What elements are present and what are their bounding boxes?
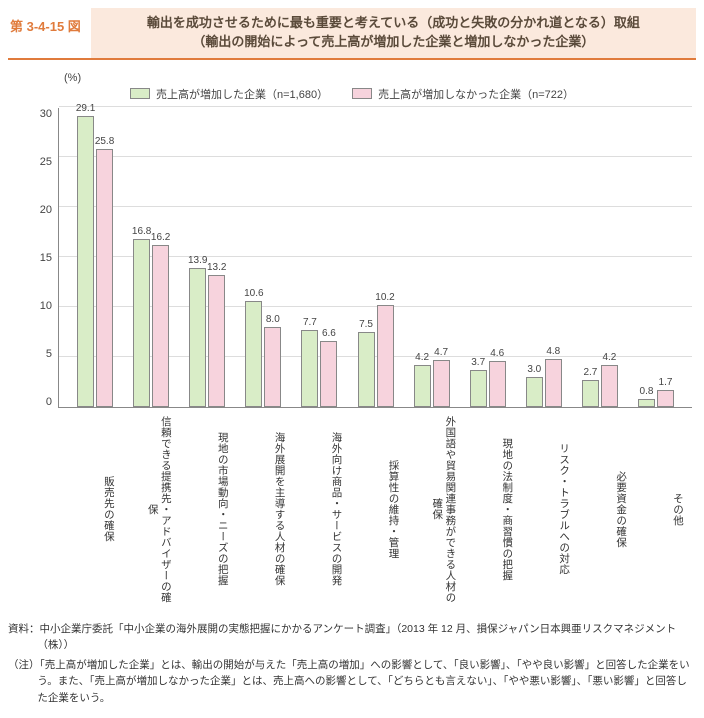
bar-series-b: 8.0	[264, 327, 281, 407]
x-category-label: その他	[627, 412, 684, 607]
bar-value-label: 25.8	[95, 136, 114, 147]
bar-value-label: 13.9	[188, 255, 207, 266]
x-category-label: 現地の市場動向・ニーズの把握	[172, 412, 229, 607]
bar-series-a: 13.9	[189, 268, 206, 407]
source-note: 資料：中小企業庁委託「中小企業の海外展開の実態把握にかかるアンケート調査」（20…	[8, 621, 696, 654]
swatch-a	[130, 88, 150, 99]
legend-label-a: 売上高が増加した企業（n=1,680）	[156, 86, 328, 102]
bar-series-b: 6.6	[320, 341, 337, 407]
legend-label-b: 売上高が増加しなかった企業（n=722）	[378, 86, 574, 102]
x-category-label: 信頼できる提携先・アドバイザーの確保	[115, 412, 172, 607]
grid-line	[59, 106, 692, 107]
bar-value-label: 13.2	[207, 262, 226, 273]
bar-series-a: 16.8	[133, 239, 150, 407]
x-category-label: 販売先の確保	[58, 412, 115, 607]
bar-group: 0.81.7	[628, 390, 684, 407]
y-tick: 15	[40, 252, 52, 264]
figure-title: 輸出を成功させるために最も重要と考えている（成功と失敗の分かれ道となる）取組 （…	[91, 8, 696, 58]
bar-value-label: 16.2	[151, 232, 170, 243]
note-1: （注）「売上高が増加した企業」とは、輸出の開始が与えた「売上高の増加」への影響と…	[8, 657, 696, 706]
y-tick: 30	[40, 108, 52, 120]
legend-item-b: 売上高が増加しなかった企業（n=722）	[352, 86, 574, 102]
bar-value-label: 3.0	[527, 364, 541, 375]
bar-series-b: 4.8	[545, 359, 562, 407]
y-tick: 10	[40, 300, 52, 312]
bar-series-b: 16.2	[152, 245, 169, 407]
y-tick: 20	[40, 204, 52, 216]
bar-group: 4.24.7	[404, 360, 460, 407]
bar-value-label: 4.6	[490, 348, 504, 359]
legend-item-a: 売上高が増加した企業（n=1,680）	[130, 86, 328, 102]
x-axis-labels: 販売先の確保信頼できる提携先・アドバイザーの確保現地の市場動向・ニーズの把握海外…	[12, 408, 692, 607]
x-category-label: 現地の法制度・商習慣の把握	[456, 412, 513, 607]
y-axis: 30 25 20 15 10 5 0	[12, 108, 58, 408]
bar-series-a: 4.2	[414, 365, 431, 407]
figure-title-line2: （輸出の開始によって売上高が増加した企業と増加しなかった企業）	[192, 34, 594, 49]
bar-value-label: 8.0	[266, 314, 280, 325]
x-category-label: 採算性の維持・管理	[343, 412, 400, 607]
bar-value-label: 6.6	[322, 328, 336, 339]
footnotes: 資料：中小企業庁委託「中小企業の海外展開の実態把握にかかるアンケート調査」（20…	[8, 621, 696, 706]
bar-value-label: 10.6	[244, 288, 263, 299]
bar-series-a: 3.0	[526, 377, 543, 407]
y-tick: 5	[46, 348, 52, 360]
bar-group: 29.125.8	[67, 116, 123, 407]
x-category-label: リスク・トラブルへの対応	[513, 412, 570, 607]
y-axis-unit: (%)	[64, 72, 692, 84]
bar-group: 13.913.2	[179, 268, 235, 407]
bar-value-label: 29.1	[76, 103, 95, 114]
plot-row: 302520151050 29.125.816.816.213.913.210.…	[12, 108, 692, 408]
x-category-label: 外国語や貿易関連事務ができる人材の確保	[399, 412, 456, 607]
bar-series-a: 3.7	[470, 370, 487, 407]
plot-area: 29.125.816.816.213.913.210.68.07.76.67.5…	[58, 108, 692, 408]
bar-value-label: 3.7	[471, 357, 485, 368]
bar-group: 16.816.2	[123, 239, 179, 407]
bar-value-label: 10.2	[375, 292, 394, 303]
bar-series-a: 10.6	[245, 301, 262, 407]
bar-group: 3.04.8	[516, 359, 572, 407]
bar-series-a: 0.8	[638, 399, 655, 407]
bar-series-b: 4.2	[601, 365, 618, 407]
bar-group: 7.510.2	[347, 305, 403, 407]
legend: 売上高が増加した企業（n=1,680） 売上高が増加しなかった企業（n=722）	[12, 86, 692, 102]
bar-series-a: 7.7	[301, 330, 318, 407]
bar-value-label: 4.8	[546, 346, 560, 357]
bar-series-a: 29.1	[77, 116, 94, 407]
bar-series-b: 25.8	[96, 149, 113, 407]
bar-series-b: 1.7	[657, 390, 674, 407]
y-tick: 25	[40, 156, 52, 168]
figure-number: 第 3-4-15 図	[8, 8, 91, 58]
bar-value-label: 7.7	[303, 317, 317, 328]
x-category-label: 海外向け商品・サービスの開発	[286, 412, 343, 607]
y-tick: 0	[46, 396, 52, 408]
bar-value-label: 4.7	[434, 347, 448, 358]
bar-value-label: 7.5	[359, 319, 373, 330]
bar-value-label: 1.7	[659, 377, 673, 388]
bar-series-a: 2.7	[582, 380, 599, 407]
bar-series-b: 4.7	[433, 360, 450, 407]
bar-value-label: 4.2	[415, 352, 429, 363]
bar-group: 3.74.6	[460, 361, 516, 407]
bars-layer: 29.125.816.816.213.913.210.68.07.76.67.5…	[59, 108, 692, 407]
bar-group: 2.74.2	[572, 365, 628, 407]
x-category-label: 必要資金の確保	[570, 412, 627, 607]
bar-value-label: 0.8	[640, 386, 654, 397]
bar-group: 10.68.0	[235, 301, 291, 407]
bar-series-a: 7.5	[358, 332, 375, 407]
figure-header: 第 3-4-15 図 輸出を成功させるために最も重要と考えている（成功と失敗の分…	[8, 8, 696, 60]
bar-value-label: 2.7	[583, 367, 597, 378]
bar-value-label: 16.8	[132, 226, 151, 237]
bar-value-label: 4.2	[602, 352, 616, 363]
chart-container: (%) 売上高が増加した企業（n=1,680） 売上高が増加しなかった企業（n=…	[12, 72, 692, 607]
bar-series-b: 4.6	[489, 361, 506, 407]
swatch-b	[352, 88, 372, 99]
x-category-label: 海外展開を主導する人材の確保	[229, 412, 286, 607]
bar-series-b: 10.2	[377, 305, 394, 407]
bar-series-b: 13.2	[208, 275, 225, 407]
figure-title-line1: 輸出を成功させるために最も重要と考えている（成功と失敗の分かれ道となる）取組	[147, 15, 640, 30]
bar-group: 7.76.6	[291, 330, 347, 407]
